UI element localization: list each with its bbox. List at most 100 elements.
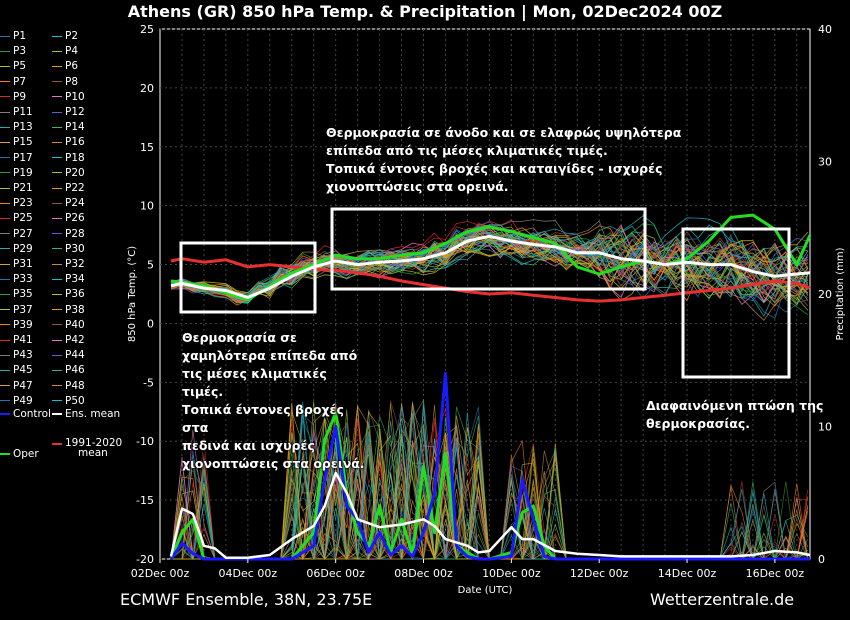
legend-label: P9	[13, 90, 27, 103]
legend-item-member: P37	[0, 304, 33, 318]
legend-label: P4	[65, 45, 79, 58]
legend-item-member: P10	[52, 91, 85, 105]
legend-label: P37	[13, 303, 33, 316]
annotation-box-middle	[330, 207, 647, 291]
annotation-line: τις μέσες κλιματικές τιμές.	[182, 366, 327, 399]
legend-item-member: P20	[52, 167, 85, 181]
annotation-line: Θερμοκρασία σε	[182, 330, 297, 345]
annotation-line: χιονοπτώσεις στα ορεινά.	[326, 179, 509, 194]
legend-swatch	[52, 324, 62, 326]
annotation-line: Διαφαινόμενη πτώση της	[646, 398, 824, 413]
legend-label: P43	[13, 349, 33, 362]
legend-label: P35	[13, 288, 33, 301]
legend-item-member: P25	[0, 212, 33, 226]
legend-item-member: P40	[52, 319, 85, 333]
legend-label: Oper	[13, 448, 39, 460]
legend-label: P27	[13, 227, 33, 240]
annotation-line: θερμοκρασίας.	[646, 416, 751, 431]
legend-label: P24	[65, 197, 85, 210]
annotation-line: Τοπικά έντονες βροχές και καταιγίδες - ι…	[326, 161, 663, 176]
annotation-box-left	[179, 241, 317, 314]
legend-swatch	[0, 50, 10, 52]
legend-label: P26	[65, 212, 85, 225]
y-tick-label-left: 15	[140, 141, 154, 154]
legend-label: P46	[65, 364, 85, 377]
legend-label: P15	[13, 136, 33, 149]
legend-swatch	[52, 202, 62, 204]
legend-swatch	[52, 354, 62, 356]
legend-label: P13	[13, 121, 33, 134]
x-tick-label: 06Dec 00z	[306, 567, 365, 580]
legend-swatch	[52, 263, 62, 265]
legend-item-member: P41	[0, 334, 33, 348]
legend-label: P49	[13, 394, 33, 407]
legend-swatch	[0, 172, 10, 174]
y-tick-label-right: 10	[818, 421, 832, 434]
legend-item-member: P24	[52, 197, 85, 211]
legend-item-member: P3	[0, 45, 26, 59]
legend-item-member: P39	[0, 319, 33, 333]
legend-label: P7	[13, 75, 27, 88]
legend-swatch	[0, 263, 10, 265]
legend-item-member: P2	[52, 30, 78, 44]
legend-swatch	[0, 278, 10, 280]
x-tick-label: 16Dec 00z	[746, 567, 805, 580]
legend-label: Ens. mean	[65, 408, 121, 420]
legend-swatch	[0, 324, 10, 326]
x-tick-label: 04Dec 00z	[219, 567, 278, 580]
annotation-line: χαμηλότερα επίπεδα από	[182, 348, 358, 363]
ensemble-member-temp-line	[170, 233, 808, 299]
legend-item-member: P14	[52, 121, 85, 135]
legend-swatch	[0, 413, 10, 415]
legend-item-member: P8	[52, 76, 78, 90]
legend-label: P34	[65, 273, 85, 286]
legend-label: P2	[65, 30, 79, 42]
legend-label: P47	[13, 379, 33, 392]
legend-label: P33	[13, 273, 33, 286]
control-precip-line	[169, 372, 810, 561]
legend-item-member: P47	[0, 380, 33, 394]
legend-swatch	[52, 172, 62, 174]
legend-swatch	[52, 157, 62, 159]
legend-label: Control	[13, 408, 51, 420]
legend-swatch	[52, 96, 62, 98]
legend-item-ens-mean: Ens. mean	[52, 408, 120, 422]
legend-item-member: P34	[52, 273, 85, 287]
legend-swatch	[52, 309, 62, 311]
x-tick-label: 08Dec 00z	[394, 567, 453, 580]
legend-item-member: P13	[0, 121, 33, 135]
legend-swatch	[52, 293, 62, 295]
legend-swatch	[0, 35, 10, 37]
legend-label: P31	[13, 258, 33, 270]
legend-swatch	[52, 339, 62, 341]
y-tick-label-right: 40	[818, 23, 832, 36]
legend-label: P16	[65, 136, 85, 149]
y-tick-label-left: 5	[147, 259, 154, 272]
ensemble-member-temp-line	[170, 221, 808, 302]
legend-label: P6	[65, 60, 79, 73]
y-tick-label-left: -5	[143, 376, 154, 389]
legend-label: P17	[13, 151, 33, 164]
legend-label: P10	[65, 90, 85, 103]
legend-item-member: P44	[52, 349, 85, 363]
legend-swatch	[0, 65, 10, 67]
legend-label: P36	[65, 288, 85, 301]
legend-item-member: P12	[52, 106, 85, 120]
legend-label: P18	[65, 151, 85, 164]
legend-swatch	[0, 233, 10, 235]
legend-item-member: P18	[52, 152, 85, 166]
y-tick-label-left: 25	[140, 23, 154, 36]
x-tick-label: 14Dec 00z	[658, 567, 717, 580]
ensemble-member-temp-line	[170, 225, 808, 302]
y-tick-label-left: 20	[140, 82, 154, 95]
annotation-left-text: Θερμοκρασία σε χαμηλότερα επίπεδα από τι…	[182, 329, 372, 473]
legend-item-member: P29	[0, 243, 33, 257]
legend-swatch	[0, 293, 10, 295]
y-axis-label-left: 850 hPa Temp. (°C)	[127, 246, 138, 342]
legend-item-member: P23	[0, 197, 33, 211]
legend-label: P5	[13, 60, 27, 73]
legend-item-member: P21	[0, 182, 33, 196]
legend-item-member: P16	[52, 136, 85, 150]
legend-label: P11	[13, 106, 33, 118]
